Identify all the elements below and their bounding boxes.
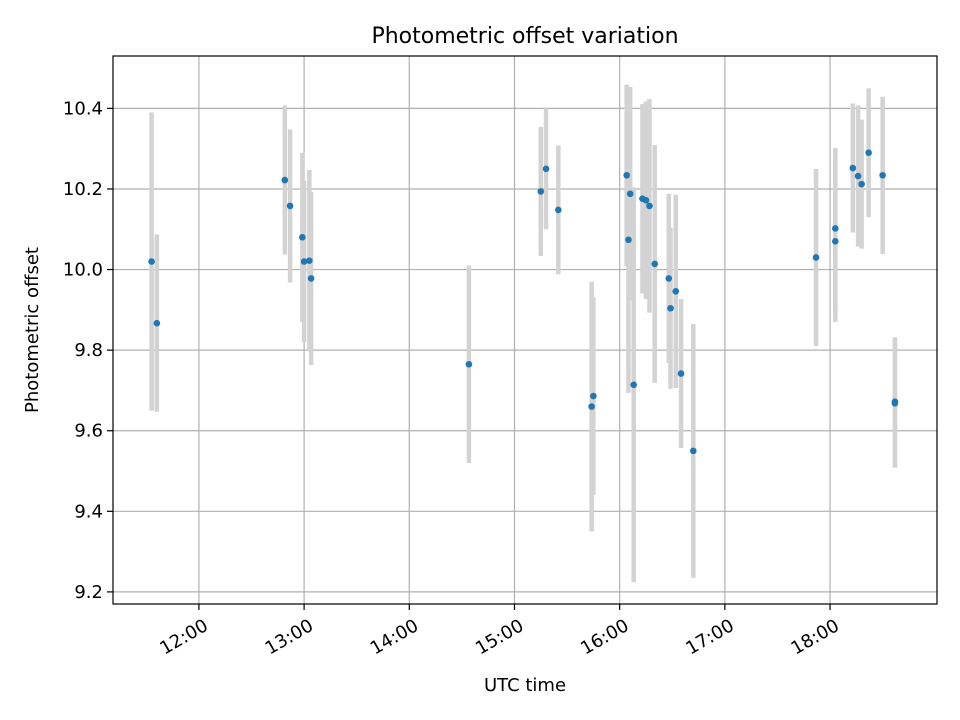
plot-frame xyxy=(112,55,938,605)
y-tick-label: 10.2 xyxy=(63,179,103,200)
data-point xyxy=(626,190,634,198)
data-point xyxy=(588,403,595,410)
data-point xyxy=(307,275,315,282)
data-point xyxy=(299,234,306,241)
data-point xyxy=(854,172,862,180)
y-tick-label: 10.0 xyxy=(63,260,103,281)
grid xyxy=(113,56,937,604)
data-point xyxy=(148,258,155,265)
y-axis-label: Photometric offset xyxy=(22,247,43,413)
chart-title: Photometric offset variation xyxy=(371,24,678,49)
y-tick-label: 9.8 xyxy=(74,340,103,361)
data-point xyxy=(465,360,473,368)
data-point xyxy=(651,260,659,268)
data-point xyxy=(555,206,562,214)
data-point xyxy=(858,180,865,188)
data-point xyxy=(542,165,550,173)
data-point xyxy=(672,288,680,295)
data-point xyxy=(690,447,697,455)
data-point xyxy=(300,258,308,265)
data-point xyxy=(646,202,653,210)
data-point xyxy=(865,149,872,157)
data-point xyxy=(879,171,886,179)
data-point xyxy=(642,196,650,204)
data-point xyxy=(625,236,632,244)
data-point xyxy=(667,304,674,312)
y-tick-label: 9.6 xyxy=(74,421,103,442)
y-tick-label: 10.4 xyxy=(63,98,103,119)
data-point xyxy=(677,370,685,377)
y-tick-label: 9.4 xyxy=(74,501,103,522)
data-point xyxy=(812,254,820,261)
data-point xyxy=(891,400,899,407)
data-point xyxy=(153,319,161,327)
x-axis-label: UTC time xyxy=(484,675,566,696)
data-point xyxy=(537,188,545,195)
data-point xyxy=(306,257,313,264)
data-points xyxy=(148,149,899,455)
data-point xyxy=(832,225,839,232)
data-point xyxy=(623,171,630,179)
data-point xyxy=(590,392,597,400)
data-point xyxy=(665,275,673,282)
y-axis-ticks: 9.2 9.4 9.6 9.8 10.0 10.2 10.4 xyxy=(63,98,113,603)
data-point xyxy=(832,238,839,245)
data-point xyxy=(849,164,857,172)
data-point xyxy=(286,202,294,210)
data-point xyxy=(630,381,637,389)
y-tick-label: 9.2 xyxy=(74,582,103,603)
data-point xyxy=(281,176,289,184)
